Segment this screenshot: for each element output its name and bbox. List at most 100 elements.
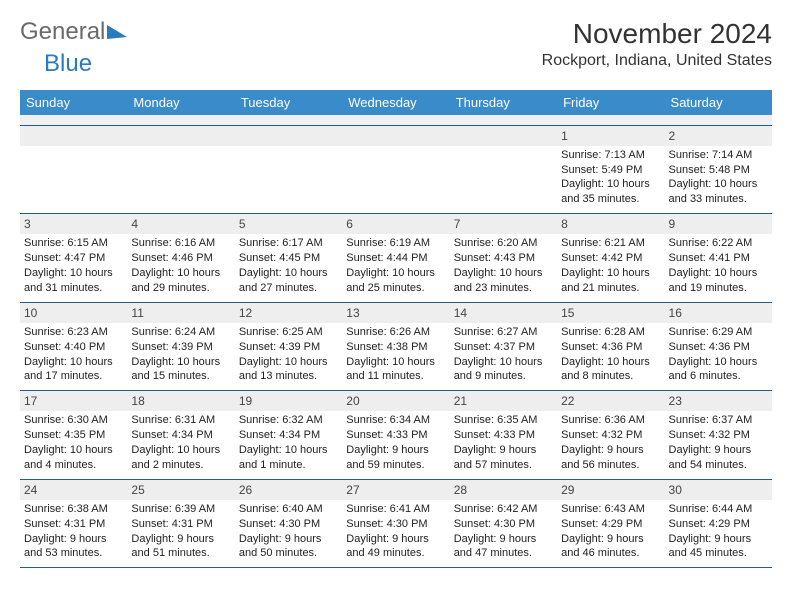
day-number: 29 (557, 480, 664, 500)
sunset-text: Sunset: 4:37 PM (454, 340, 553, 355)
daylight2-text: and 8 minutes. (561, 369, 660, 384)
day-number: 24 (20, 480, 127, 500)
calendar-day-cell (20, 125, 127, 214)
empty-daynum-strip (235, 126, 342, 146)
calendar-day-cell: 18Sunrise: 6:31 AMSunset: 4:34 PMDayligh… (127, 391, 234, 480)
sunrise-text: Sunrise: 6:22 AM (669, 236, 768, 251)
empty-daynum-strip (20, 126, 127, 146)
daylight1-text: Daylight: 10 hours (131, 266, 230, 281)
calendar-day-cell: 30Sunrise: 6:44 AMSunset: 4:29 PMDayligh… (665, 479, 772, 568)
calendar-day-cell: 4Sunrise: 6:16 AMSunset: 4:46 PMDaylight… (127, 214, 234, 303)
daylight2-text: and 51 minutes. (131, 546, 230, 561)
daylight1-text: Daylight: 10 hours (131, 443, 230, 458)
sunset-text: Sunset: 4:38 PM (346, 340, 445, 355)
daylight2-text: and 57 minutes. (454, 458, 553, 473)
calendar-week-row: 3Sunrise: 6:15 AMSunset: 4:47 PMDaylight… (20, 214, 772, 303)
daylight1-text: Daylight: 9 hours (131, 532, 230, 547)
weekday-header: Thursday (450, 90, 557, 115)
daylight2-text: and 1 minute. (239, 458, 338, 473)
day-number: 13 (342, 303, 449, 323)
sunset-text: Sunset: 4:32 PM (561, 428, 660, 443)
sunrise-text: Sunrise: 6:20 AM (454, 236, 553, 251)
sunset-text: Sunset: 4:33 PM (346, 428, 445, 443)
daylight2-text: and 56 minutes. (561, 458, 660, 473)
logo: General (20, 18, 127, 46)
weekday-header: Friday (557, 90, 664, 115)
day-number: 15 (557, 303, 664, 323)
weekday-header: Wednesday (342, 90, 449, 115)
daylight1-text: Daylight: 10 hours (346, 266, 445, 281)
title-block: November 2024 Rockport, Indiana, United … (542, 18, 772, 70)
calendar-day-cell: 28Sunrise: 6:42 AMSunset: 4:30 PMDayligh… (450, 479, 557, 568)
calendar-day-cell: 24Sunrise: 6:38 AMSunset: 4:31 PMDayligh… (20, 479, 127, 568)
logo-text-blue: Blue (44, 50, 92, 77)
sunrise-text: Sunrise: 6:31 AM (131, 413, 230, 428)
sunset-text: Sunset: 4:44 PM (346, 251, 445, 266)
daylight2-text: and 25 minutes. (346, 281, 445, 296)
sunrise-text: Sunrise: 6:27 AM (454, 325, 553, 340)
day-number: 10 (20, 303, 127, 323)
daylight2-text: and 45 minutes. (669, 546, 768, 561)
day-number: 19 (235, 391, 342, 411)
daylight1-text: Daylight: 9 hours (669, 443, 768, 458)
sunset-text: Sunset: 5:49 PM (561, 163, 660, 178)
sunrise-text: Sunrise: 7:13 AM (561, 148, 660, 163)
sunrise-text: Sunrise: 6:38 AM (24, 502, 123, 517)
sunrise-text: Sunrise: 6:34 AM (346, 413, 445, 428)
calendar-day-cell: 25Sunrise: 6:39 AMSunset: 4:31 PMDayligh… (127, 479, 234, 568)
sunrise-text: Sunrise: 6:32 AM (239, 413, 338, 428)
daylight1-text: Daylight: 10 hours (24, 443, 123, 458)
sunrise-text: Sunrise: 6:16 AM (131, 236, 230, 251)
blank-row (20, 115, 772, 125)
daylight2-text: and 49 minutes. (346, 546, 445, 561)
calendar-day-cell: 5Sunrise: 6:17 AMSunset: 4:45 PMDaylight… (235, 214, 342, 303)
day-number: 27 (342, 480, 449, 500)
daylight2-text: and 33 minutes. (669, 192, 768, 207)
calendar-day-cell (450, 125, 557, 214)
calendar-day-cell: 21Sunrise: 6:35 AMSunset: 4:33 PMDayligh… (450, 391, 557, 480)
calendar-day-cell: 7Sunrise: 6:20 AMSunset: 4:43 PMDaylight… (450, 214, 557, 303)
sunrise-text: Sunrise: 6:19 AM (346, 236, 445, 251)
location-text: Rockport, Indiana, United States (542, 52, 772, 70)
calendar-day-cell: 14Sunrise: 6:27 AMSunset: 4:37 PMDayligh… (450, 302, 557, 391)
sunrise-text: Sunrise: 6:40 AM (239, 502, 338, 517)
sunset-text: Sunset: 4:40 PM (24, 340, 123, 355)
sunrise-text: Sunrise: 6:29 AM (669, 325, 768, 340)
calendar-week-row: 24Sunrise: 6:38 AMSunset: 4:31 PMDayligh… (20, 479, 772, 568)
sunset-text: Sunset: 4:47 PM (24, 251, 123, 266)
calendar-day-cell: 29Sunrise: 6:43 AMSunset: 4:29 PMDayligh… (557, 479, 664, 568)
daylight1-text: Daylight: 10 hours (669, 266, 768, 281)
daylight1-text: Daylight: 9 hours (561, 443, 660, 458)
calendar-day-cell: 2Sunrise: 7:14 AMSunset: 5:48 PMDaylight… (665, 125, 772, 214)
daylight1-text: Daylight: 9 hours (239, 532, 338, 547)
daylight2-text: and 9 minutes. (454, 369, 553, 384)
sunrise-text: Sunrise: 6:37 AM (669, 413, 768, 428)
daylight1-text: Daylight: 10 hours (561, 355, 660, 370)
calendar-day-cell: 20Sunrise: 6:34 AMSunset: 4:33 PMDayligh… (342, 391, 449, 480)
day-number: 8 (557, 214, 664, 234)
calendar-day-cell (235, 125, 342, 214)
sunset-text: Sunset: 5:48 PM (669, 163, 768, 178)
sunset-text: Sunset: 4:41 PM (669, 251, 768, 266)
weekday-header-row: Sunday Monday Tuesday Wednesday Thursday… (20, 90, 772, 115)
daylight1-text: Daylight: 9 hours (454, 532, 553, 547)
day-number: 1 (557, 126, 664, 146)
sunrise-text: Sunrise: 6:35 AM (454, 413, 553, 428)
sunrise-text: Sunrise: 6:15 AM (24, 236, 123, 251)
calendar-day-cell: 13Sunrise: 6:26 AMSunset: 4:38 PMDayligh… (342, 302, 449, 391)
day-number: 30 (665, 480, 772, 500)
sunset-text: Sunset: 4:34 PM (131, 428, 230, 443)
day-number: 11 (127, 303, 234, 323)
day-number: 9 (665, 214, 772, 234)
day-number: 22 (557, 391, 664, 411)
calendar-day-cell: 10Sunrise: 6:23 AMSunset: 4:40 PMDayligh… (20, 302, 127, 391)
daylight1-text: Daylight: 9 hours (454, 443, 553, 458)
daylight2-text: and 13 minutes. (239, 369, 338, 384)
sunset-text: Sunset: 4:42 PM (561, 251, 660, 266)
calendar-day-cell: 12Sunrise: 6:25 AMSunset: 4:39 PMDayligh… (235, 302, 342, 391)
day-number: 14 (450, 303, 557, 323)
day-number: 25 (127, 480, 234, 500)
daylight2-text: and 2 minutes. (131, 458, 230, 473)
calendar-day-cell: 8Sunrise: 6:21 AMSunset: 4:42 PMDaylight… (557, 214, 664, 303)
sunset-text: Sunset: 4:29 PM (561, 517, 660, 532)
